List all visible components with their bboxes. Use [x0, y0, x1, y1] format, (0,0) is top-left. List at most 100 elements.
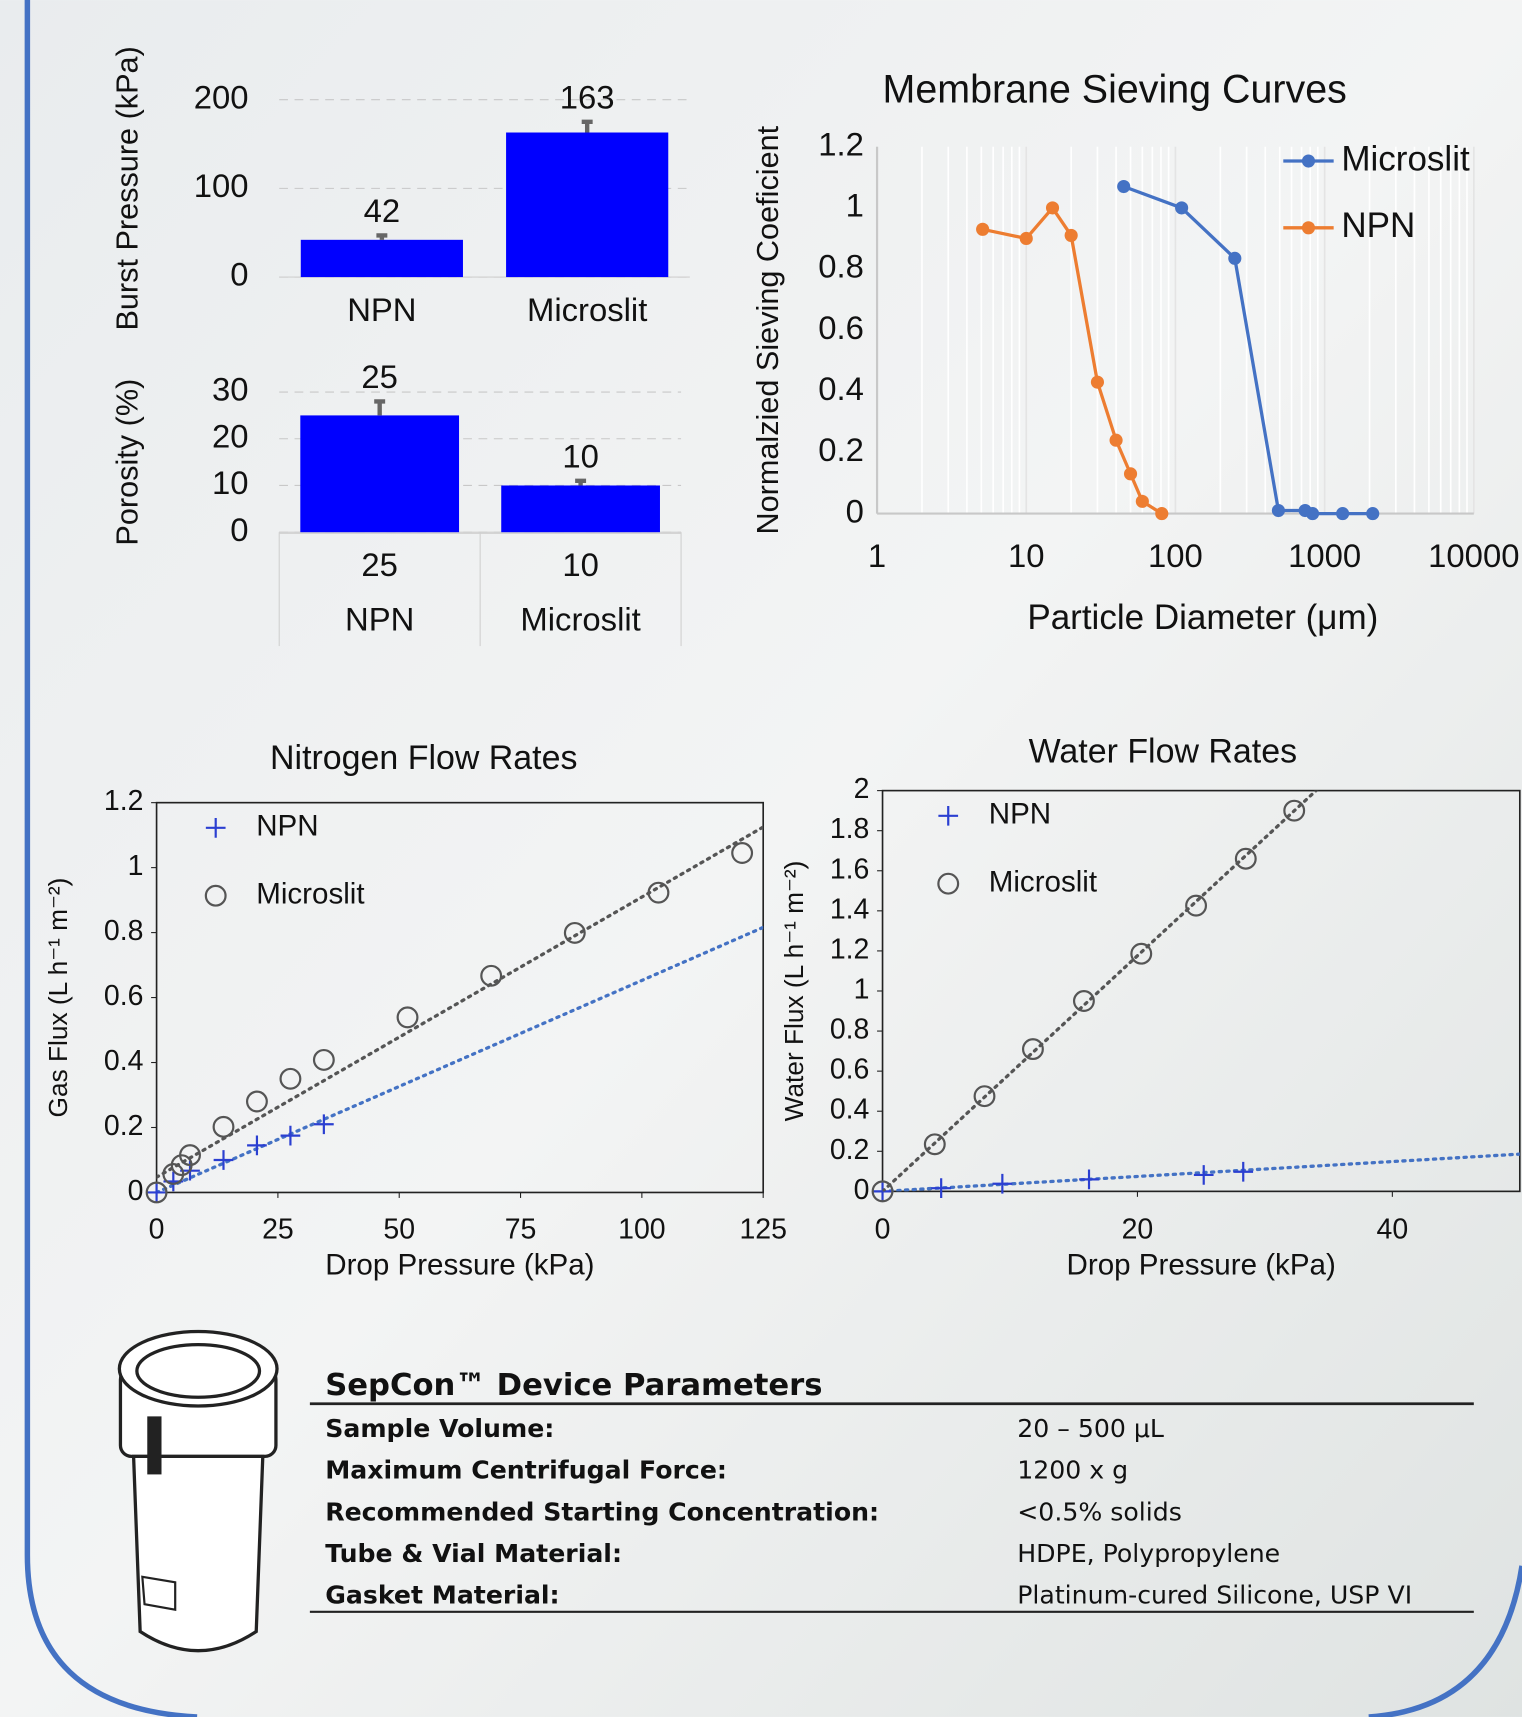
y-tick-label: 0.6: [818, 309, 864, 346]
y-tick-label: 100: [194, 167, 249, 204]
y-tick-label: 0.8: [104, 915, 144, 947]
x-tick-label: 10000: [1428, 537, 1519, 574]
bar: [501, 485, 660, 532]
page: SepCon™ Device Parameters Sample Volume:…: [0, 0, 1522, 1717]
poster: SepCon™ Device Parameters Sample Volume:…: [0, 0, 1522, 1717]
x-tick-label: 50: [383, 1213, 415, 1245]
y-axis-label: Water Flux (L h⁻¹ m⁻²): [779, 861, 809, 1122]
y-tick-label: 0: [846, 492, 864, 529]
y-tick-label: 1.2: [818, 125, 864, 162]
point: [1175, 201, 1188, 214]
point: [1155, 507, 1168, 520]
point: [1272, 504, 1285, 517]
chart-title: Nitrogen Flow Rates: [270, 739, 577, 777]
cup-icon: [119, 1332, 277, 1651]
y-tick-label: 0.8: [830, 1014, 870, 1046]
data-label: 163: [560, 79, 615, 116]
y-tick-label: 0.4: [104, 1045, 144, 1077]
y-axis-label: Normalzied Sieving Coeficient: [751, 125, 785, 534]
legend-label: Microslit: [1341, 139, 1470, 178]
x-axis-label: Drop Pressure (kPa): [325, 1249, 594, 1282]
point: [1065, 229, 1078, 242]
x-tick-label: 0: [149, 1213, 165, 1245]
table-value: 10: [562, 546, 599, 583]
point: [1228, 252, 1241, 265]
param-name: Recommended Starting Concentration:: [325, 1497, 879, 1526]
param-value: 20 – 500 μL: [1017, 1414, 1164, 1443]
x-tick-label: 0: [875, 1213, 891, 1245]
y-tick-label: 20: [212, 417, 249, 454]
y-axis-label: Porosity (%): [110, 379, 144, 546]
chart-title: Water Flow Rates: [1029, 732, 1297, 770]
y-tick-label: 0.2: [830, 1134, 870, 1166]
legend-marker: [1302, 154, 1315, 167]
point: [1110, 434, 1123, 447]
param-value: <0.5% solids: [1017, 1497, 1182, 1526]
y-tick-label: 1: [846, 187, 864, 224]
point: [1366, 507, 1379, 520]
bar: [300, 415, 459, 532]
point: [1136, 495, 1149, 508]
x-tick-label: 25: [262, 1213, 294, 1245]
param-value: Platinum-cured Silicone, USP VI: [1017, 1581, 1412, 1610]
y-tick-label: 0: [230, 256, 248, 293]
point: [1046, 201, 1059, 214]
y-tick-label: 10: [212, 464, 249, 501]
x-tick-label: 1000: [1288, 537, 1361, 574]
y-tick-label: 200: [194, 78, 249, 115]
y-axis-label: Gas Flux (L h⁻¹ m⁻²): [43, 878, 73, 1118]
x-tick-label: Microslit: [520, 601, 640, 638]
chart-title: Membrane Sieving Curves: [883, 67, 1347, 111]
point: [1124, 467, 1137, 480]
data-label: 10: [562, 438, 599, 475]
y-tick-label: 0: [128, 1175, 144, 1207]
legend-label: Microslit: [256, 878, 364, 911]
y-tick-label: 0: [854, 1174, 870, 1206]
bar: [506, 133, 668, 278]
param-name: Gasket Material:: [325, 1581, 559, 1610]
param-name: Maximum Centrifugal Force:: [325, 1456, 727, 1485]
legend-label: NPN: [1341, 206, 1415, 245]
x-axis-label: Particle Diameter (μm): [1027, 598, 1378, 637]
x-tick-label: Microslit: [527, 291, 647, 328]
y-tick-label: 0.8: [818, 248, 864, 285]
y-tick-label: 1.2: [830, 933, 870, 965]
point: [1306, 507, 1319, 520]
x-tick-label: 10: [1008, 537, 1045, 574]
y-tick-label: 0.4: [830, 1094, 870, 1126]
table-value: 25: [361, 546, 398, 583]
y-tick-label: 0.4: [818, 370, 864, 407]
x-tick-label: NPN: [347, 291, 416, 328]
y-tick-label: 1.6: [830, 853, 870, 885]
y-tick-label: 30: [212, 371, 249, 408]
x-tick-label: 20: [1122, 1213, 1154, 1245]
y-tick-label: 0.6: [104, 980, 144, 1012]
y-tick-label: 1.8: [830, 813, 870, 845]
point: [1336, 507, 1349, 520]
x-tick-label: 125: [739, 1213, 786, 1245]
y-tick-label: 0.2: [104, 1110, 144, 1142]
y-tick-label: 2: [854, 773, 870, 805]
param-value: HDPE, Polypropylene: [1017, 1539, 1280, 1568]
x-tick-label: 100: [1148, 537, 1203, 574]
data-label: 25: [361, 358, 398, 395]
table-title: SepCon™ Device Parameters: [325, 1368, 822, 1403]
point: [976, 223, 989, 236]
bar: [301, 240, 463, 277]
y-tick-label: 1.2: [104, 785, 144, 817]
data-label: 42: [364, 192, 401, 229]
y-tick-label: 1: [128, 850, 144, 882]
y-tick-label: 0: [230, 511, 248, 548]
y-tick-label: 1.4: [830, 893, 870, 925]
legend-label: Microslit: [989, 865, 1097, 898]
x-axis-label: Drop Pressure (kPa): [1067, 1249, 1336, 1282]
x-tick-label: NPN: [345, 601, 414, 638]
point: [1020, 232, 1033, 245]
point: [1117, 180, 1130, 193]
y-axis-label: Burst Pressure (kPa): [110, 46, 144, 330]
x-tick-label: 40: [1377, 1213, 1409, 1245]
y-tick-label: 1: [854, 974, 870, 1006]
param-value: 1200 x g: [1017, 1456, 1128, 1485]
legend-label: NPN: [989, 798, 1051, 831]
param-name: Tube & Vial Material:: [325, 1539, 622, 1568]
